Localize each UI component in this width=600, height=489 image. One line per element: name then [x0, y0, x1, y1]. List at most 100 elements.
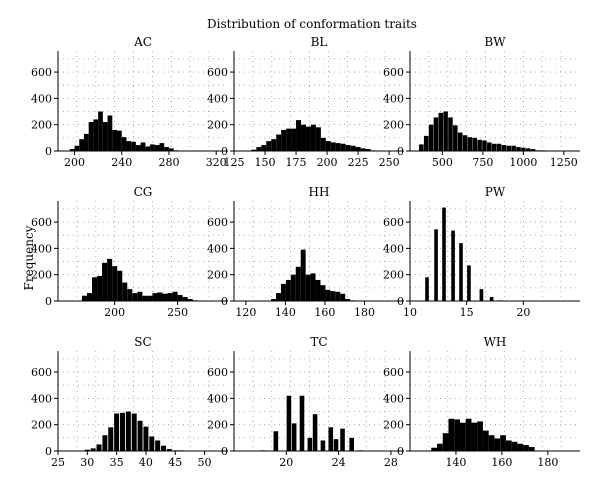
histogram-bar [114, 413, 120, 451]
x-tick-label: 35 [110, 456, 124, 469]
histogram-bar [131, 141, 136, 151]
panel-bw: 500 750 1000 1250 0 200 400 600 BW [383, 35, 580, 169]
histogram-bar [285, 279, 291, 301]
panel-title: WH [484, 335, 507, 349]
panel-hh: 120 140 160 180 0 200 400 600 HH [207, 185, 404, 319]
y-tick-label: 600 [31, 216, 52, 229]
y-tick-label: 400 [383, 92, 404, 105]
histogram-bar [307, 437, 313, 451]
x-tick-label: 50 [198, 456, 212, 469]
y-tick-label: 400 [207, 242, 228, 255]
histogram-bar [81, 295, 87, 301]
panel-sc: 25 30 35 40 45 50 0 200 400 600 SC [31, 335, 228, 469]
y-tick-label: 200 [383, 269, 404, 282]
histogram-bar [305, 274, 311, 301]
histogram-bar [365, 149, 371, 151]
histogram-bar [453, 125, 458, 151]
y-tick-label: 0 [221, 145, 228, 158]
y-tick-label: 400 [31, 92, 52, 105]
histogram-bar [102, 435, 108, 451]
x-tick-label: 140 [275, 306, 296, 319]
histogram-bar [273, 431, 279, 451]
histogram-bar [137, 420, 143, 451]
histogram-bar [97, 276, 103, 301]
histogram-bar [501, 145, 507, 151]
y-tick-label: 200 [207, 419, 228, 432]
x-tick-label: 10 [403, 306, 417, 319]
histogram-bar [465, 418, 472, 451]
histogram-bar [471, 422, 478, 451]
histogram-bar [451, 230, 455, 301]
histogram-bar [145, 146, 151, 151]
x-tick-label: 30 [80, 456, 94, 469]
panel-title: BW [484, 35, 506, 49]
histogram-bar [349, 437, 354, 451]
x-tick-label: 1000 [509, 156, 537, 169]
histogram-bar [487, 142, 492, 151]
histogram-bar [121, 137, 127, 151]
histogram-bar [167, 293, 173, 301]
histogram-bar [494, 438, 501, 451]
histogram-bar [187, 299, 193, 301]
y-tick-label: 400 [31, 242, 52, 255]
histogram-bar [135, 145, 141, 151]
histogram-bar [271, 139, 277, 151]
histogram-bar [155, 440, 161, 451]
y-tick-label: 200 [207, 269, 228, 282]
histogram-bar [286, 395, 292, 451]
histogram-bar [117, 130, 122, 151]
histogram-bar [448, 117, 453, 151]
y-tick-label: 200 [31, 119, 52, 132]
histogram-bar [152, 293, 158, 301]
y-tick-label: 0 [45, 445, 52, 458]
x-tick-label: 175 [286, 156, 307, 169]
histogram-bar [291, 423, 297, 451]
histogram-bar [491, 143, 497, 151]
histogram-bar [299, 395, 305, 451]
histogram-bar [425, 277, 429, 301]
y-tick-label: 200 [31, 419, 52, 432]
histogram-bar [355, 147, 361, 151]
histogram-bar [525, 148, 531, 151]
histogram-bar [281, 129, 287, 151]
histogram-bar [467, 137, 473, 151]
histogram-bar [182, 297, 188, 301]
y-tick-label: 600 [31, 66, 52, 79]
y-tick-label: 0 [45, 295, 52, 308]
panel-title: CG [134, 185, 153, 199]
x-tick-label: 120 [235, 306, 256, 319]
y-tick-label: 400 [207, 92, 228, 105]
histogram-bar [93, 119, 99, 151]
histogram-bar [467, 265, 471, 301]
histogram-bar [126, 141, 132, 151]
x-tick-label: 160 [314, 306, 335, 319]
x-tick-label: 200 [64, 156, 85, 169]
histogram-bar [119, 412, 125, 451]
x-tick-label: 200 [317, 156, 338, 169]
y-tick-label: 600 [383, 66, 404, 79]
histogram-bar [350, 145, 356, 151]
histogram-bar [431, 447, 437, 451]
histogram-bar [436, 443, 443, 451]
histogram-bar [312, 414, 318, 451]
y-tick-label: 600 [207, 216, 228, 229]
histogram-bar [320, 285, 326, 301]
histogram-bar [434, 229, 438, 301]
y-tick-label: 600 [207, 66, 228, 79]
histogram-bar [276, 293, 281, 301]
histogram-bar [360, 148, 366, 151]
histogram-bar [320, 440, 326, 451]
histogram-bar [479, 289, 484, 301]
histogram-bar [335, 143, 341, 151]
x-tick-label: 250 [379, 156, 400, 169]
histogram-bar [472, 137, 478, 151]
histogram-bar [149, 436, 155, 451]
histogram-bar [168, 148, 174, 151]
x-tick-label: 20 [516, 306, 530, 319]
y-tick-label: 600 [207, 366, 228, 379]
y-tick-label: 0 [221, 295, 228, 308]
histogram-bar [102, 262, 108, 301]
